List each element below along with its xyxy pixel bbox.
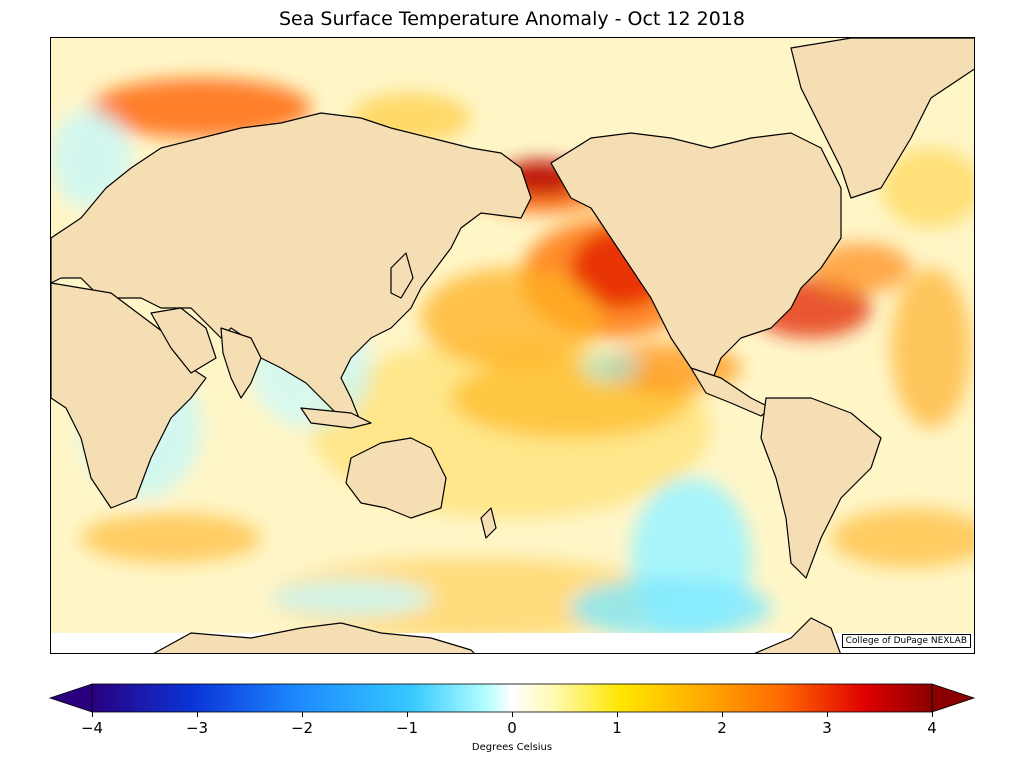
colorbar-tick-mark [301, 712, 303, 717]
colorbar-extend-low [48, 683, 93, 713]
colorbar-tick-label: 0 [507, 719, 517, 737]
colorbar-label: Degrees Celsius [471, 742, 553, 753]
land-north-america [550, 132, 842, 384]
land-australia [345, 437, 447, 519]
colorbar-tick-label: 3 [822, 719, 832, 737]
colorbar-tick-label: 4 [927, 719, 937, 737]
colorbar-tick-mark [721, 712, 723, 717]
colorbar-extend-high [931, 683, 976, 713]
land-arabia [150, 307, 217, 374]
land-japan [390, 252, 414, 299]
colorbar-tick-mark [931, 712, 933, 717]
colorbar-tick-mark [196, 712, 198, 717]
credit-label: College of DuPage NEXLAB [841, 634, 971, 648]
colorbar-tick-label: 2 [717, 719, 727, 737]
land-antarctica-east [754, 617, 841, 653]
colorbar [48, 683, 976, 713]
colorbar-tick-label: −2 [290, 719, 314, 737]
colorbar-tick-mark [511, 712, 513, 717]
colorbar-tick-label: −1 [395, 719, 419, 737]
land-south-america [760, 397, 882, 579]
colorbar-tick-label: −3 [185, 719, 209, 737]
colorbar-tick-mark [826, 712, 828, 717]
colorbar-tick-label: 1 [612, 719, 622, 737]
colorbar-gradient [92, 684, 932, 712]
land-greenland [790, 38, 974, 199]
colorbar-tick-label: −4 [80, 719, 104, 737]
land-indonesia [300, 407, 372, 429]
land-antarctica [153, 622, 475, 653]
land-layer [51, 38, 974, 653]
colorbar-tick-mark [616, 712, 618, 717]
sst-anomaly-map: College of DuPage NEXLAB [50, 37, 975, 654]
map-canvas [51, 38, 974, 653]
land-india [220, 327, 262, 399]
chart-title: Sea Surface Temperature Anomaly - Oct 12… [279, 8, 745, 30]
colorbar-tick-mark [406, 712, 408, 717]
land-new-zealand [480, 507, 497, 539]
colorbar-tick-mark [91, 712, 93, 717]
